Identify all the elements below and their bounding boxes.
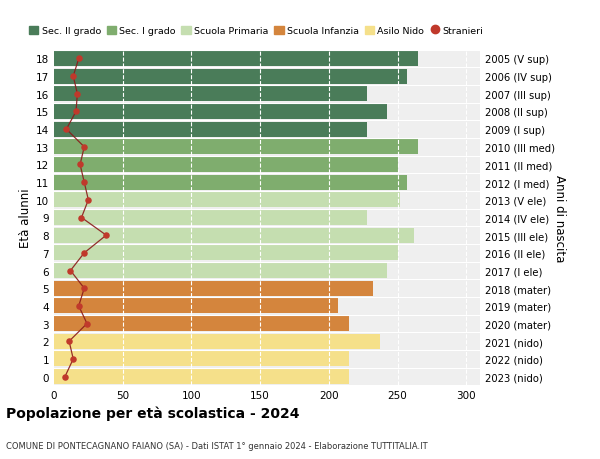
Bar (54, 316, 349, 331)
Point (79, 179, 89, 186)
Bar (54, 369, 349, 384)
Bar (54, 352, 349, 367)
Bar (54, 140, 418, 155)
Point (74, 302, 83, 310)
Text: COMUNE DI PONTECAGNANO FAIANO (SA) - Dati ISTAT 1° gennaio 2024 - Elaborazione T: COMUNE DI PONTECAGNANO FAIANO (SA) - Dat… (6, 441, 428, 450)
Point (68, 355, 78, 363)
Point (73, 91, 82, 98)
Bar (54, 175, 407, 190)
Point (60, 373, 70, 381)
Point (62, 126, 71, 134)
Point (79, 144, 89, 151)
Legend: Sec. II grado, Sec. I grado, Scuola Primaria, Scuola Infanzia, Asilo Nido, Stran: Sec. II grado, Sec. I grado, Scuola Prim… (29, 27, 484, 36)
Bar (54, 87, 367, 102)
Bar (54, 228, 414, 243)
Bar (54, 52, 418, 67)
Point (65, 267, 75, 274)
Bar (54, 193, 400, 208)
Y-axis label: Età alunni: Età alunni (19, 188, 32, 248)
Bar (54, 105, 386, 120)
Point (79, 285, 89, 292)
Point (68, 73, 78, 81)
Y-axis label: Anni di nascita: Anni di nascita (553, 174, 566, 262)
Point (76, 162, 85, 169)
Bar (54, 211, 367, 225)
Bar (54, 334, 380, 349)
Point (82, 320, 92, 328)
Bar (54, 299, 338, 313)
Point (71, 108, 81, 116)
Bar (54, 157, 398, 173)
Point (74, 56, 83, 63)
Point (83, 197, 93, 204)
Point (64, 338, 74, 345)
Bar (54, 263, 386, 279)
Bar (54, 123, 367, 137)
Bar (54, 69, 407, 84)
Point (79, 250, 89, 257)
Text: Popolazione per età scolastica - 2024: Popolazione per età scolastica - 2024 (6, 405, 299, 420)
Point (101, 232, 111, 239)
Point (77, 214, 86, 222)
Bar (54, 246, 398, 261)
Bar (54, 281, 373, 296)
